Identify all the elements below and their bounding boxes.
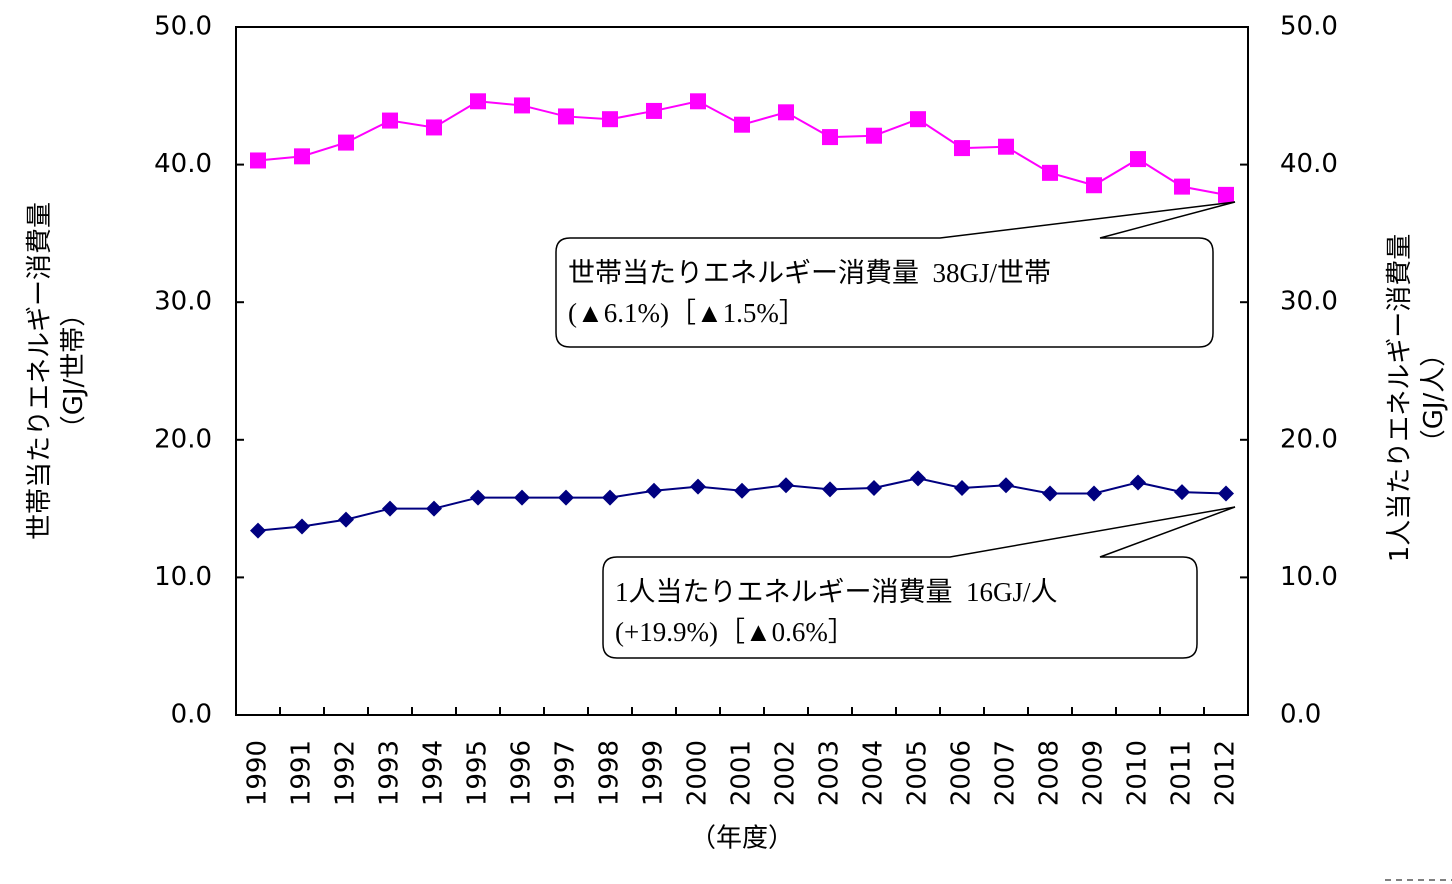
marker-square <box>778 104 794 121</box>
marker-square <box>1130 151 1146 168</box>
marker-diamond <box>250 522 266 539</box>
marker-square <box>998 138 1014 155</box>
marker-square <box>382 112 398 129</box>
y2-tick-label: 40.0 <box>1280 149 1338 179</box>
callout-text: 世帯当たりエネルギー消費量 38GJ/世帯 <box>568 258 1051 288</box>
y2-axis-title-line: （GJ/人） <box>1419 341 1449 456</box>
y-tick-label: 10.0 <box>154 562 212 592</box>
y-tick-label: 30.0 <box>154 287 212 317</box>
marker-diamond <box>866 479 882 496</box>
marker-diamond <box>1174 484 1190 501</box>
marker-diamond <box>382 500 398 517</box>
x-axis-title: （年度） <box>690 824 794 854</box>
marker-square <box>954 140 970 157</box>
series-line <box>257 100 1227 196</box>
marker-diamond <box>470 489 486 506</box>
marker-diamond <box>910 470 926 487</box>
y-axis-title-line: （GJ/世帯） <box>59 301 89 442</box>
y-tick-label: 20.0 <box>154 424 212 454</box>
y2-tick-label: 30.0 <box>1280 287 1338 317</box>
x-tick-label: 1996 <box>507 740 537 806</box>
y-axis-title: 世帯当たりエネルギー消費量 （GJ/世帯） <box>25 202 89 540</box>
x-tick-label: 1991 <box>287 740 317 806</box>
x-tick-label: 1992 <box>331 740 361 806</box>
y2-axis-title: 1人当たりエネルギー消費量 （GJ/人） <box>1385 234 1449 563</box>
x-tick-label: 2005 <box>903 740 933 806</box>
callout-text: (+19.9%)［▲0.6%］ <box>615 617 855 647</box>
x-tick-label: 2000 <box>683 740 713 806</box>
x-tick-label: 1990 <box>243 740 273 806</box>
marker-diamond <box>954 479 970 496</box>
marker-square <box>602 111 618 128</box>
x-tick-label: 2003 <box>815 740 845 806</box>
marker-diamond <box>294 518 310 535</box>
x-tick-label: 1999 <box>639 740 669 806</box>
marker-diamond <box>426 500 442 517</box>
marker-diamond <box>514 489 530 506</box>
x-tick-label: 2007 <box>991 740 1021 806</box>
marker-square <box>470 93 486 110</box>
y-axis-title-line: 世帯当たりエネルギー消費量 <box>25 202 55 540</box>
marker-square <box>1218 186 1234 203</box>
marker-diamond <box>602 489 618 506</box>
marker-diamond <box>778 477 794 494</box>
callout-box <box>555 201 1236 348</box>
marker-diamond <box>1218 485 1234 502</box>
marker-square <box>426 119 442 136</box>
marker-diamond <box>690 478 706 495</box>
marker-square <box>514 97 530 114</box>
x-tick-label: 2009 <box>1079 740 1109 806</box>
marker-diamond <box>734 482 750 499</box>
marker-diamond <box>338 511 354 528</box>
marker-square <box>338 134 354 151</box>
marker-square <box>910 111 926 128</box>
marker-diamond <box>1086 485 1102 502</box>
callout-box <box>602 506 1236 659</box>
y-tick-label: 0.0 <box>171 700 212 730</box>
y2-tick-label: 0.0 <box>1280 700 1321 730</box>
marker-square <box>690 93 706 110</box>
y2-axis-title-line: 1人当たりエネルギー消費量 <box>1385 234 1415 563</box>
marker-diamond <box>998 477 1014 494</box>
x-tick-label: 2008 <box>1035 740 1065 806</box>
marker-square <box>734 116 750 133</box>
marker-square <box>294 148 310 165</box>
marker-square <box>1042 164 1058 181</box>
marker-square <box>558 108 574 125</box>
x-tick-label: 2012 <box>1211 740 1241 806</box>
x-tick-label: 2010 <box>1123 740 1153 806</box>
marker-diamond <box>1042 485 1058 502</box>
marker-square <box>1086 177 1102 194</box>
marker-diamond <box>822 481 838 498</box>
callout-text: 1人当たりエネルギー消費量 16GJ/人 <box>615 577 1058 607</box>
y2-tick-label: 10.0 <box>1280 562 1338 592</box>
marker-diamond <box>646 482 662 499</box>
marker-square <box>866 127 882 144</box>
x-tick-label: 2006 <box>947 740 977 806</box>
plot-frame <box>235 26 1249 716</box>
marker-diamond <box>1130 474 1146 491</box>
marker-square <box>1174 178 1190 195</box>
callout-text: (▲6.1%)［▲1.5%］ <box>568 298 806 328</box>
y-tick-label: 50.0 <box>154 12 212 42</box>
marker-square <box>250 152 266 169</box>
x-tick-label: 1995 <box>463 740 493 806</box>
x-tick-label: 2001 <box>727 740 757 806</box>
y2-tick-label: 20.0 <box>1280 424 1338 454</box>
y2-tick-label: 50.0 <box>1280 12 1338 42</box>
y-tick-label: 40.0 <box>154 149 212 179</box>
x-tick-label: 1993 <box>375 740 405 806</box>
marker-diamond <box>558 489 574 506</box>
x-tick-label: 2011 <box>1167 740 1197 806</box>
x-tick-label: 1994 <box>419 740 449 806</box>
marker-square <box>646 102 662 119</box>
marker-square <box>822 129 838 146</box>
x-tick-label: 2004 <box>859 740 889 806</box>
x-tick-label: 1997 <box>551 740 581 806</box>
x-tick-label: 2002 <box>771 740 801 806</box>
x-tick-label: 1998 <box>595 740 625 806</box>
